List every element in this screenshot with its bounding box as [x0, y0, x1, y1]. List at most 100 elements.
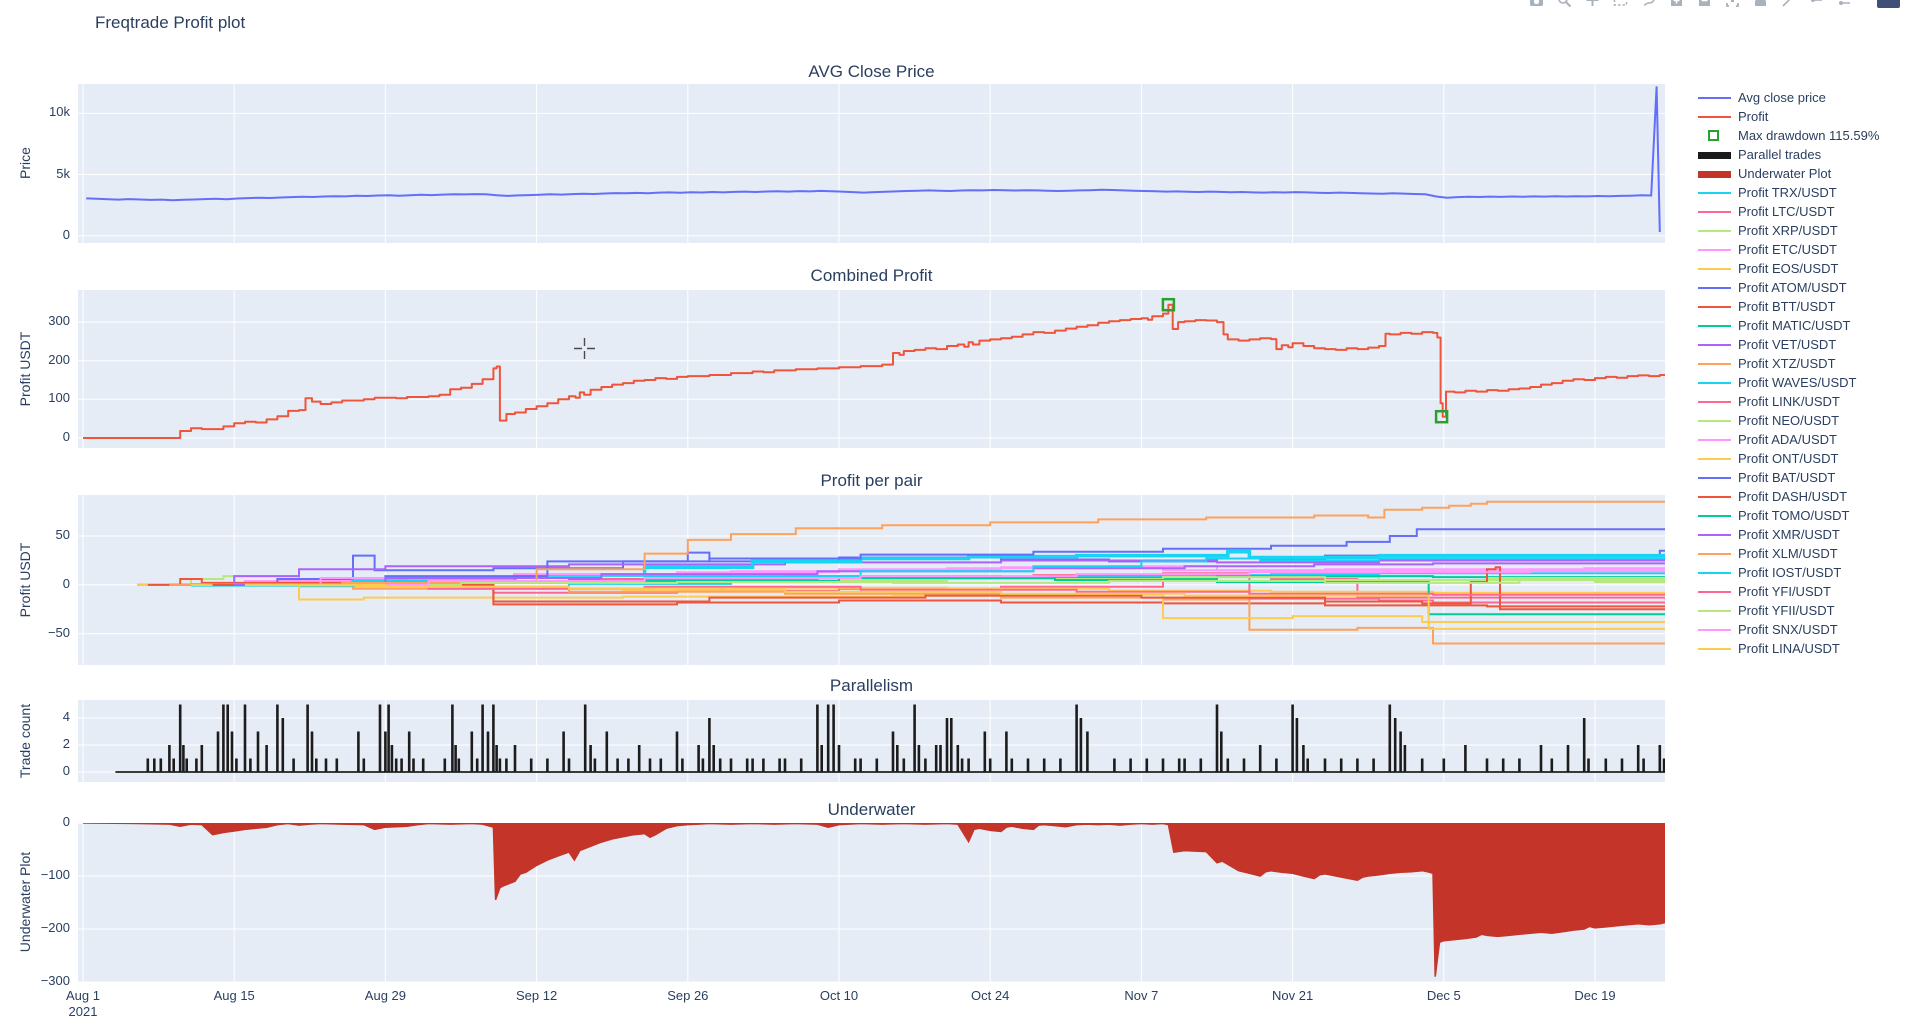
lasso-select-icon[interactable] [1641, 0, 1656, 8]
legend-item-label: Profit EOS/USDT [1738, 261, 1839, 276]
y-tick-label: 0 [62, 814, 70, 829]
trade-count-bar [950, 718, 953, 772]
parallelism-plot[interactable] [78, 700, 1665, 782]
legend-item-profit-etc-usdt[interactable]: Profit ETC/USDT [1697, 240, 1907, 259]
legend-item-profit-link-usdt[interactable]: Profit LINK/USDT [1697, 392, 1907, 411]
legend-item-profit-btt-usdt[interactable]: Profit BTT/USDT [1697, 297, 1907, 316]
avg-close-price-line [86, 86, 1661, 233]
x-tick-label: Nov 21 [1271, 988, 1314, 1003]
subplot-title-avg-close-price: AVG Close Price [808, 62, 935, 81]
trade-count-bar [1356, 758, 1359, 772]
legend-item-profit-yfii-usdt[interactable]: Profit YFII/USDT [1697, 601, 1907, 620]
legend-item-profit-atom-usdt[interactable]: Profit ATOM/USDT [1697, 278, 1907, 297]
toggle-spikelines-icon[interactable] [1781, 0, 1796, 8]
trade-count-bar [1183, 758, 1186, 772]
camera-icon[interactable] [1529, 0, 1544, 8]
legend-item-profit-waves-usdt[interactable]: Profit WAVES/USDT [1697, 373, 1907, 392]
legend-item-profit-xtz-usdt[interactable]: Profit XTZ/USDT [1697, 354, 1907, 373]
legend-item-profit-neo-usdt[interactable]: Profit NEO/USDT [1697, 411, 1907, 430]
trade-count-bar [200, 745, 204, 772]
zoom-out-icon[interactable] [1697, 0, 1712, 8]
legend-item-parallel-trades[interactable]: Parallel trades [1697, 145, 1907, 164]
legend-swatch-icon [1697, 528, 1733, 542]
trade-count-bar [1518, 758, 1521, 772]
legend-item-label: Profit XLM/USDT [1738, 546, 1838, 561]
legend-item-profit-yfi-usdt[interactable]: Profit YFI/USDT [1697, 582, 1907, 601]
y-tick-label: 100 [48, 390, 70, 406]
legend-item-profit-ltc-usdt[interactable]: Profit LTC/USDT [1697, 202, 1907, 221]
combined-profit-plot[interactable] [78, 290, 1665, 448]
legend-item-label: Profit LINA/USDT [1738, 641, 1840, 656]
legend-item-label: Profit IOST/USDT [1738, 565, 1842, 580]
legend-swatch-icon [1697, 414, 1733, 428]
legend-item-profit-snx-usdt[interactable]: Profit SNX/USDT [1697, 620, 1907, 639]
autoscale-icon[interactable] [1725, 0, 1740, 8]
subplot-title-parallelism: Parallelism [829, 676, 914, 695]
trade-count-bar [816, 704, 819, 772]
legend-item-profit-bat-usdt[interactable]: Profit BAT/USDT [1697, 468, 1907, 487]
subplot-title-underwater: Underwater [827, 800, 916, 819]
trade-count-bar [562, 731, 565, 772]
legend-item-max-drawdown-115-59-[interactable]: Max drawdown 115.59% [1697, 126, 1907, 145]
legend-item-profit-trx-usdt[interactable]: Profit TRX/USDT [1697, 183, 1907, 202]
trade-count-bar [1005, 731, 1008, 772]
subplot-title-profit-per-pair: Profit per pair [820, 471, 923, 490]
trade-count-bar [648, 758, 652, 772]
avg-close-price-plot[interactable] [78, 84, 1665, 243]
legend-item-profit-xlm-usdt[interactable]: Profit XLM/USDT [1697, 544, 1907, 563]
trade-count-bar [1550, 758, 1554, 772]
legend-item-profit-tomo-usdt[interactable]: Profit TOMO/USDT [1697, 506, 1907, 525]
trade-count-bar [1485, 758, 1489, 772]
trade-count-bar [701, 758, 705, 772]
trade-count-bar [1079, 718, 1083, 772]
hover-closest-icon[interactable] [1809, 0, 1824, 8]
x-tick-label: Sep 26 [667, 988, 709, 1003]
legend-item-profit-dash-usdt[interactable]: Profit DASH/USDT [1697, 487, 1907, 506]
legend-item-profit-vet-usdt[interactable]: Profit VET/USDT [1697, 335, 1907, 354]
legend-item-profit-eos-usdt[interactable]: Profit EOS/USDT [1697, 259, 1907, 278]
legend-item-profit[interactable]: Profit [1697, 107, 1907, 126]
zoom-in-icon[interactable] [1669, 0, 1684, 8]
trade-count-bar [235, 758, 238, 772]
legend-item-profit-iost-usdt[interactable]: Profit IOST/USDT [1697, 563, 1907, 582]
trade-count-bar [1636, 745, 1640, 772]
legend-swatch-icon [1697, 395, 1733, 409]
trade-count-bar [495, 745, 498, 772]
reset-axes-icon[interactable] [1753, 0, 1768, 8]
pan-icon[interactable] [1585, 0, 1600, 8]
underwater-area [83, 823, 1665, 977]
legend-item-label: Profit XTZ/USDT [1738, 356, 1836, 371]
legend-item-underwater-plot[interactable]: Underwater Plot [1697, 164, 1907, 183]
profit-per-pair-plot[interactable] [78, 495, 1665, 665]
legend-item-label: Profit XMR/USDT [1738, 527, 1840, 542]
legend-item-avg-close-price[interactable]: Avg close price [1697, 88, 1907, 107]
trade-count-bar [718, 758, 722, 772]
legend-item-label: Profit [1738, 109, 1769, 124]
y-tick-label: 0 [62, 226, 70, 242]
plotly-logo[interactable] [1877, 0, 1900, 8]
hover-compare-icon[interactable] [1837, 0, 1852, 8]
legend-item-profit-ont-usdt[interactable]: Profit ONT/USDT [1697, 449, 1907, 468]
legend-item-label: Profit BAT/USDT [1738, 470, 1836, 485]
legend-item-profit-xrp-usdt[interactable]: Profit XRP/USDT [1697, 221, 1907, 240]
trade-count-bar [589, 745, 592, 772]
legend-item-profit-matic-usdt[interactable]: Profit MATIC/USDT [1697, 316, 1907, 335]
trade-count-bar [310, 731, 314, 772]
trade-count-bar [924, 758, 927, 772]
legend-swatch-icon [1697, 186, 1733, 200]
trade-count-bar [616, 758, 619, 772]
zoom-icon[interactable] [1557, 0, 1572, 8]
trade-count-bar [335, 758, 339, 772]
legend-item-profit-ada-usdt[interactable]: Profit ADA/USDT [1697, 430, 1907, 449]
legend-swatch-icon [1697, 357, 1733, 371]
legend-item-profit-lina-usdt[interactable]: Profit LINA/USDT [1697, 639, 1907, 658]
legend-swatch-icon [1697, 585, 1733, 599]
legend-item-profit-xmr-usdt[interactable]: Profit XMR/USDT [1697, 525, 1907, 544]
trade-count-bar [457, 758, 461, 772]
trade-count-bar [1275, 758, 1278, 772]
trade-count-bar [1566, 745, 1570, 772]
trade-count-bar [226, 704, 229, 772]
box-select-icon[interactable] [1613, 0, 1628, 8]
underwater-plot[interactable] [78, 823, 1665, 982]
legend-item-label: Profit DASH/USDT [1738, 489, 1848, 504]
